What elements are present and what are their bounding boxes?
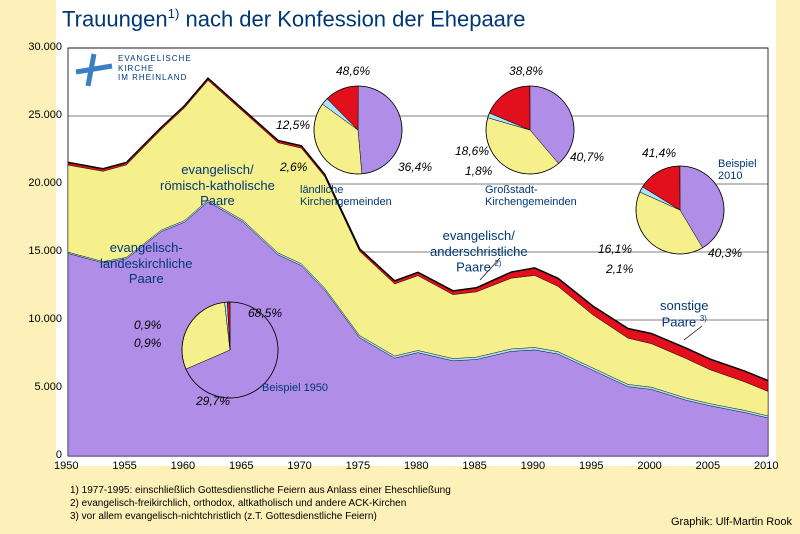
y-axis-label: 25.000 [18,109,62,121]
pie-title: Großstadt-Kirchengemeinden [485,184,577,208]
pie-pct: 29,7% [196,394,230,408]
pie-pct: 41,4% [642,146,676,160]
x-axis-label: 1975 [346,460,370,472]
pie-pct: 38,8% [509,64,543,78]
credit: Graphik: Ulf-Martin Rook [671,516,792,528]
x-axis-label: 2000 [637,460,661,472]
x-axis-label: 1965 [229,460,253,472]
pie-title: Beispiel2010 [718,158,757,182]
x-axis-label: 1955 [112,460,136,472]
y-axis-label: 5.000 [18,381,62,393]
pie-pct: 36,4% [398,160,432,174]
footnote-2: 2) evangelisch-freikirchlich, orthodox, … [70,497,406,510]
x-axis-label: 1960 [171,460,195,472]
pie-pct: 0,9% [134,318,161,332]
x-axis-label: 1985 [462,460,486,472]
pie-pct: 16,1% [598,242,632,256]
pie-title: Beispiel 1950 [262,382,328,394]
pie-pct: 68,5% [248,306,282,320]
pie-pct: 48,6% [336,64,370,78]
pie-pct: 40,3% [708,246,742,260]
pie-pct: 2,1% [606,262,633,276]
pie-pct: 12,5% [276,118,310,132]
footnote-1: 1) 1977-1995: einschließlich Gottesdiens… [70,484,451,497]
x-axis-label: 1980 [404,460,428,472]
pie-pct: 40,7% [570,150,604,164]
x-axis-label: 2005 [696,460,720,472]
y-axis-label: 30.000 [18,41,62,53]
chart-container: Trauungen1) nach der Konfession der Ehep… [0,0,800,534]
x-axis-label: 1950 [54,460,78,472]
pie-pct: 2,6% [280,160,307,174]
pie-title: ländlicheKirchengemeinden [300,184,392,208]
x-axis-label: 1995 [579,460,603,472]
category-label: evangelisch/anderschristlichePaare 2) [430,228,528,275]
y-axis-label: 20.000 [18,177,62,189]
pie-pct: 1,8% [465,164,492,178]
y-axis-label: 15.000 [18,245,62,257]
y-axis-label: 10.000 [18,313,62,325]
category-label: evangelisch/römisch-katholischePaare [160,162,275,209]
x-axis-label: 1970 [287,460,311,472]
x-axis-label: 1990 [521,460,545,472]
x-axis-label: 2010 [754,460,778,472]
pie-pct: 18,6% [455,144,489,158]
category-label: evangelisch-landeskirchlichePaare [100,240,193,287]
footnote-3: 3) vor allem evangelisch-nichtchristlich… [70,510,377,523]
category-label: sonstigePaare 3) [660,298,708,330]
pie-pct: 0,9% [134,336,161,350]
